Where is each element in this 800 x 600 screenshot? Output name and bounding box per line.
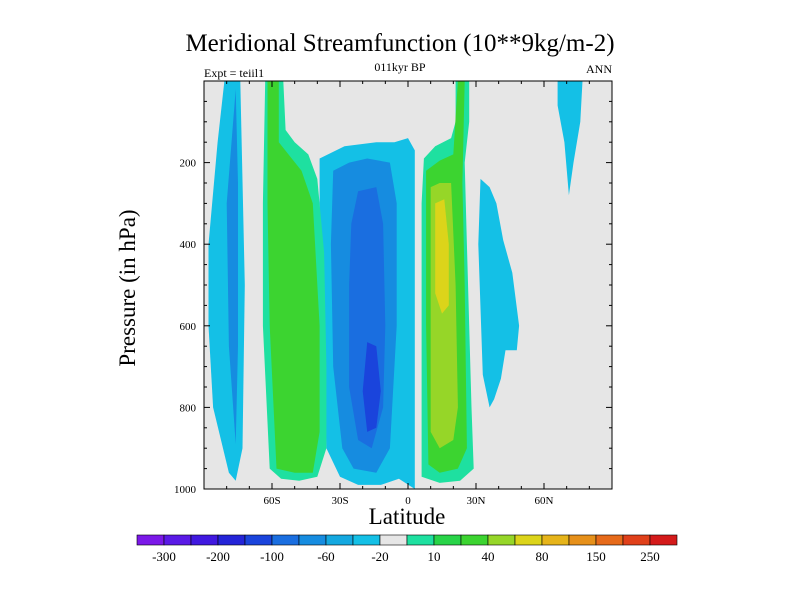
y-tick-label: 400 bbox=[180, 239, 197, 251]
x-axis-label: Latitude bbox=[368, 504, 446, 529]
colorbar-swatch bbox=[298, 534, 327, 546]
x-tick-label: 60N bbox=[535, 495, 554, 507]
colorbar-swatch bbox=[217, 534, 246, 546]
colorbar-swatch bbox=[325, 534, 354, 546]
contour-region-neg20 bbox=[478, 178, 520, 408]
colorbar-label: 40 bbox=[482, 549, 495, 564]
y-tick-label: 600 bbox=[180, 321, 197, 333]
y-tick-label: 1000 bbox=[174, 484, 197, 496]
x-tick-label: 30S bbox=[331, 495, 348, 507]
contour-region-neg200 bbox=[362, 342, 381, 432]
colorbar-swatch bbox=[244, 534, 273, 546]
contour-region-neg20 bbox=[557, 81, 583, 196]
colorbar-label: 250 bbox=[640, 549, 660, 564]
colorbar-swatch bbox=[622, 534, 651, 546]
contour-region-40 bbox=[267, 81, 320, 473]
colorbar-swatch bbox=[379, 534, 408, 546]
colorbar-swatch bbox=[136, 534, 165, 546]
colorbar-swatch bbox=[163, 534, 192, 546]
colorbar-swatch bbox=[271, 534, 300, 546]
colorbar-label: -100 bbox=[260, 549, 284, 564]
axes: 60S 30S 0 30N 60N 200 400 600 800 1000 bbox=[174, 80, 613, 507]
colorbar-label: -20 bbox=[371, 549, 388, 564]
x-tick-label: 60S bbox=[263, 495, 280, 507]
y-tick-label: 800 bbox=[180, 402, 197, 414]
colorbar: -300 -200 -100 -60 -20 10 40 80 150 250 bbox=[136, 534, 678, 564]
chart-title: Meridional Streamfunction (10**9kg/m-2) bbox=[185, 30, 615, 57]
colorbar-label: -200 bbox=[206, 549, 230, 564]
colorbar-swatch bbox=[514, 534, 543, 546]
contour-region-neg60 bbox=[226, 89, 238, 445]
colorbar-label: -300 bbox=[152, 549, 176, 564]
x-tick-label: 0 bbox=[405, 495, 411, 507]
colorbar-swatch bbox=[568, 534, 597, 546]
colorbar-swatch bbox=[190, 534, 219, 546]
colorbar-swatch bbox=[649, 534, 678, 546]
colorbar-swatch bbox=[460, 534, 489, 546]
time-label: 011kyr BP bbox=[374, 60, 426, 74]
colorbar-label: 80 bbox=[536, 549, 549, 564]
colorbar-swatch bbox=[406, 534, 435, 546]
contour-region-150 bbox=[435, 199, 449, 314]
colorbar-label: 10 bbox=[428, 549, 441, 564]
colorbar-swatch bbox=[352, 534, 381, 546]
colorbar-swatch bbox=[541, 534, 570, 546]
colorbar-label: 150 bbox=[586, 549, 606, 564]
colorbar-swatch bbox=[487, 534, 516, 546]
experiment-label: Expt = teiil1 bbox=[204, 66, 265, 80]
season-label: ANN bbox=[586, 62, 612, 76]
plot-area bbox=[204, 81, 612, 489]
x-tick-label: 30N bbox=[467, 495, 486, 507]
y-tick-label: 200 bbox=[180, 158, 197, 170]
colorbar-swatch bbox=[433, 534, 462, 546]
colorbar-label: -60 bbox=[317, 549, 334, 564]
colorbar-swatch bbox=[595, 534, 624, 546]
